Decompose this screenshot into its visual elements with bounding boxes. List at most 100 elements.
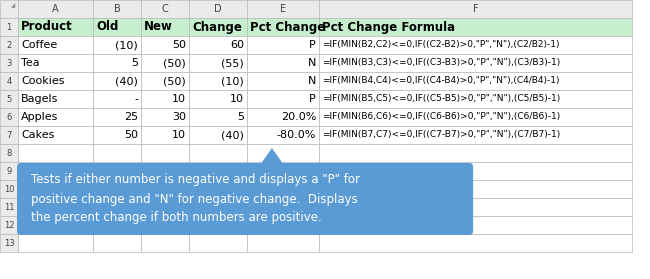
Bar: [18, 126, 93, 144]
Bar: [93, 144, 141, 162]
Bar: [0, 198, 18, 216]
Bar: [93, 198, 141, 216]
Bar: [189, 18, 247, 36]
Bar: [141, 162, 189, 180]
Bar: [141, 126, 189, 144]
Text: Pct Change: Pct Change: [250, 20, 325, 33]
Bar: [247, 108, 319, 126]
Bar: [18, 234, 93, 252]
Bar: [319, 198, 632, 216]
Text: (55): (55): [221, 58, 244, 68]
Text: -: -: [134, 94, 138, 104]
Bar: [319, 54, 632, 72]
Bar: [18, 216, 93, 234]
Text: 50: 50: [124, 130, 138, 140]
Text: (50): (50): [163, 58, 186, 68]
Text: =IF(MIN(B7,C7)<=0,IF((C7-B7)>0,"P","N"),(C7/B7)-1): =IF(MIN(B7,C7)<=0,IF((C7-B7)>0,"P","N"),…: [322, 131, 560, 140]
Bar: [0, 162, 18, 180]
Bar: [319, 90, 632, 108]
Bar: [247, 90, 319, 108]
Text: 30: 30: [172, 112, 186, 122]
Bar: [0, 54, 18, 72]
Bar: [247, 36, 319, 54]
Text: 7: 7: [6, 131, 12, 140]
Bar: [141, 216, 189, 234]
Bar: [18, 144, 93, 162]
Text: (40): (40): [115, 76, 138, 86]
Bar: [189, 234, 247, 252]
Bar: [93, 162, 141, 180]
Bar: [0, 144, 18, 162]
Bar: [319, 36, 632, 54]
Text: 60: 60: [230, 40, 244, 50]
Text: =IF(MIN(B3,C3)<=0,IF((C3-B3)>0,"P","N"),(C3/B3)-1): =IF(MIN(B3,C3)<=0,IF((C3-B3)>0,"P","N"),…: [322, 59, 560, 68]
Bar: [18, 0, 93, 18]
Text: =IF(MIN(B6,C6)<=0,IF((C6-B6)>0,"P","N"),(C6/B6)-1): =IF(MIN(B6,C6)<=0,IF((C6-B6)>0,"P","N"),…: [322, 112, 560, 121]
Text: =IF(MIN(B5,C5)<=0,IF((C5-B5)>0,"P","N"),(C5/B5)-1): =IF(MIN(B5,C5)<=0,IF((C5-B5)>0,"P","N"),…: [322, 95, 560, 104]
Bar: [93, 18, 141, 36]
Bar: [0, 126, 18, 144]
Bar: [189, 72, 247, 90]
Bar: [93, 234, 141, 252]
Text: E: E: [280, 4, 286, 14]
Bar: [18, 162, 93, 180]
Text: 1: 1: [6, 23, 12, 32]
Bar: [0, 180, 18, 198]
Text: Product: Product: [21, 20, 73, 33]
Text: 13: 13: [4, 239, 14, 247]
Text: 12: 12: [4, 220, 14, 230]
Text: N: N: [307, 58, 316, 68]
Bar: [0, 72, 18, 90]
Bar: [189, 108, 247, 126]
Text: Old: Old: [96, 20, 118, 33]
Bar: [141, 90, 189, 108]
Bar: [141, 18, 189, 36]
Bar: [247, 144, 319, 162]
Bar: [319, 216, 632, 234]
Bar: [18, 180, 93, 198]
Text: C: C: [162, 4, 168, 14]
Text: =IF(MIN(B2,C2)<=0,IF((C2-B2)>0,"P","N"),(C2/B2)-1): =IF(MIN(B2,C2)<=0,IF((C2-B2)>0,"P","N"),…: [322, 40, 560, 49]
Polygon shape: [258, 148, 286, 168]
Text: 50: 50: [172, 40, 186, 50]
Text: ◢: ◢: [11, 3, 15, 8]
Bar: [93, 72, 141, 90]
Text: A: A: [52, 4, 58, 14]
Text: 6: 6: [6, 112, 12, 121]
Bar: [189, 216, 247, 234]
Bar: [141, 180, 189, 198]
Text: 2: 2: [6, 40, 12, 49]
Text: Change: Change: [192, 20, 242, 33]
Text: P: P: [309, 40, 316, 50]
Bar: [247, 0, 319, 18]
Text: Pct Change Formula: Pct Change Formula: [322, 20, 455, 33]
Bar: [93, 108, 141, 126]
Text: 10: 10: [172, 94, 186, 104]
Bar: [189, 54, 247, 72]
Bar: [141, 108, 189, 126]
Bar: [247, 126, 319, 144]
Text: Tests if either number is negative and displays a "P" for
positive change and "N: Tests if either number is negative and d…: [31, 174, 360, 225]
Text: 10: 10: [172, 130, 186, 140]
Text: 10: 10: [4, 184, 14, 194]
Bar: [18, 18, 93, 36]
Text: 25: 25: [124, 112, 138, 122]
Text: 11: 11: [4, 203, 14, 211]
Bar: [319, 162, 632, 180]
Text: Coffee: Coffee: [21, 40, 57, 50]
Bar: [247, 18, 319, 36]
Bar: [0, 36, 18, 54]
Text: 4: 4: [6, 76, 12, 85]
Text: D: D: [214, 4, 222, 14]
Text: 5: 5: [237, 112, 244, 122]
Bar: [189, 0, 247, 18]
Text: B: B: [114, 4, 120, 14]
Bar: [247, 234, 319, 252]
Text: (50): (50): [163, 76, 186, 86]
Text: 20.0%: 20.0%: [281, 112, 316, 122]
Text: -80.0%: -80.0%: [277, 130, 316, 140]
Bar: [0, 234, 18, 252]
Bar: [319, 72, 632, 90]
Bar: [319, 108, 632, 126]
Bar: [141, 234, 189, 252]
